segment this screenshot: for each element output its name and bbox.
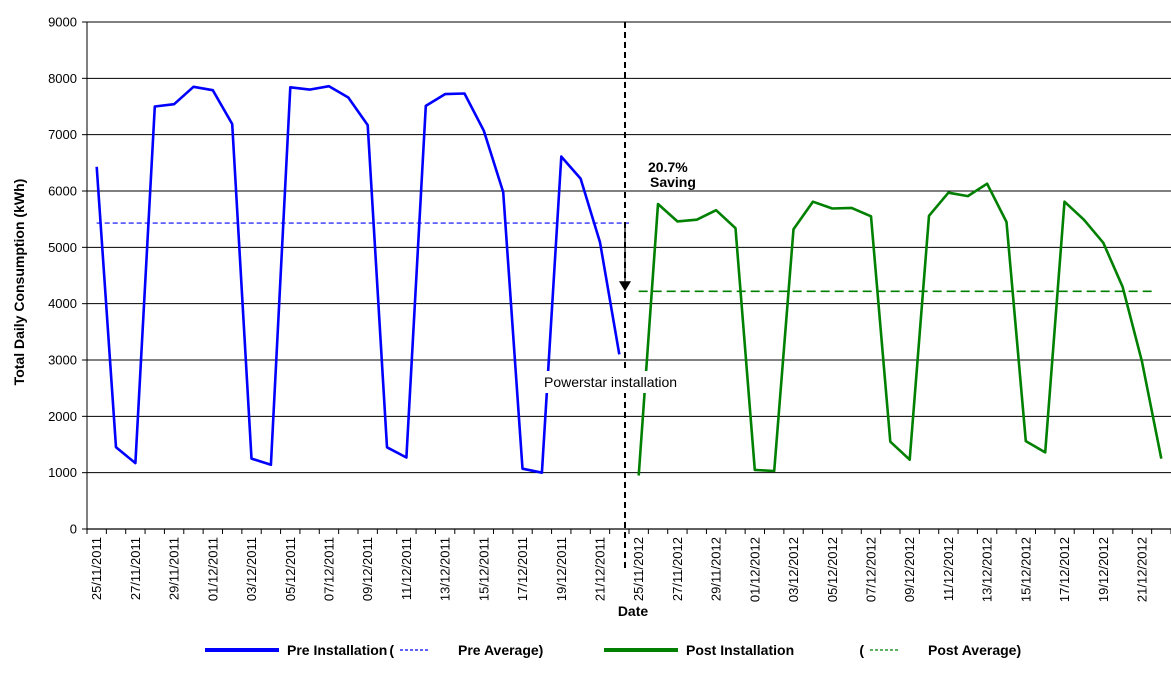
x-tick-label: 07/12/2011 bbox=[321, 537, 336, 601]
y-tick-label: 1000 bbox=[48, 465, 77, 480]
y-tick-label: 9000 bbox=[48, 15, 77, 30]
x-tick-label: 05/12/2011 bbox=[283, 537, 298, 601]
x-tick-label: 29/11/2012 bbox=[709, 537, 724, 601]
x-tick-label: 17/12/2012 bbox=[1057, 537, 1072, 602]
y-tick-label: 6000 bbox=[48, 184, 77, 199]
annotations: 20.7%Saving Powerstar installation bbox=[540, 22, 708, 569]
x-axis-title: Date bbox=[618, 603, 649, 619]
x-tick-label: 27/11/2011 bbox=[128, 537, 143, 600]
y-tick-label: 2000 bbox=[48, 409, 77, 424]
saving-percent-label: 20.7% bbox=[648, 159, 688, 175]
y-tick-label: 4000 bbox=[48, 296, 77, 311]
x-tick-label: 03/12/2012 bbox=[786, 537, 801, 602]
x-tick-label: 19/12/2012 bbox=[1096, 537, 1111, 602]
x-tick-label: 25/11/2012 bbox=[631, 537, 646, 601]
legend: Pre Installation(Pre Average) Post Instal… bbox=[205, 642, 1021, 658]
x-tick-label: 15/12/2011 bbox=[476, 537, 491, 601]
series-layer bbox=[95, 84, 1163, 476]
x-tick-label: 09/12/2011 bbox=[360, 537, 375, 601]
x-tick-label: 17/12/2011 bbox=[515, 537, 530, 601]
x-tick-label: 13/12/2012 bbox=[980, 537, 995, 602]
saving-label: Saving bbox=[650, 174, 696, 190]
installation-label-bg bbox=[540, 371, 708, 393]
y-tick-label: 8000 bbox=[48, 71, 77, 86]
legend-prefix: ( bbox=[389, 642, 394, 658]
legend-prefix: ( bbox=[859, 642, 864, 658]
legend-label-post-average: Post Average) bbox=[928, 642, 1021, 658]
legend-label-post-installation: Post Installation bbox=[686, 642, 794, 658]
x-axis-ticks: 25/11/2011 27/11/2011 29/11/2011 01/12/2011… bbox=[89, 537, 1149, 602]
pre-installation-line bbox=[95, 84, 621, 475]
x-tick-label: 21/12/2012 bbox=[1134, 537, 1149, 602]
y-axis-ticks: 0 1000 2000 3000 4000 5000 6000 7000 8000 9000 bbox=[48, 15, 77, 537]
y-tick-label: 0 bbox=[70, 522, 77, 537]
x-tick-label: 11/12/2011 bbox=[399, 537, 414, 600]
x-tick-label: 11/12/2012 bbox=[941, 537, 956, 601]
post-installation-line bbox=[637, 182, 1163, 476]
x-tick-label: 05/12/2012 bbox=[825, 537, 840, 602]
x-tick-label: 07/12/2012 bbox=[863, 537, 878, 602]
x-tick-label: 27/11/2012 bbox=[670, 537, 685, 601]
x-tick-label: 01/12/2012 bbox=[747, 537, 762, 602]
x-tick-label: 03/12/2011 bbox=[244, 537, 259, 601]
y-tick-label: 5000 bbox=[48, 240, 77, 255]
x-tick-label: 01/12/2011 bbox=[205, 537, 220, 601]
legend-label-pre-installation: Pre Installation bbox=[287, 642, 387, 658]
x-tick-label: 21/12/2011 bbox=[592, 537, 607, 601]
x-tick-label: 25/11/2011 bbox=[89, 537, 104, 600]
x-tick-label: 13/12/2011 bbox=[438, 537, 453, 601]
installation-label: Powerstar installation bbox=[544, 374, 677, 390]
x-tick-label: 19/12/2011 bbox=[554, 537, 569, 601]
x-tick-label: 15/12/2012 bbox=[1018, 537, 1033, 602]
x-tick-label: 29/11/2011 bbox=[167, 537, 182, 600]
x-tick-label: 09/12/2012 bbox=[902, 537, 917, 602]
gridlines bbox=[82, 21, 1171, 534]
saving-arrow-head bbox=[619, 281, 631, 292]
y-tick-label: 3000 bbox=[48, 353, 77, 368]
y-axis-title: Total Daily Consumption (kWh) bbox=[11, 179, 27, 386]
y-tick-label: 7000 bbox=[48, 127, 77, 142]
legend-label-pre-average: Pre Average) bbox=[458, 642, 543, 658]
